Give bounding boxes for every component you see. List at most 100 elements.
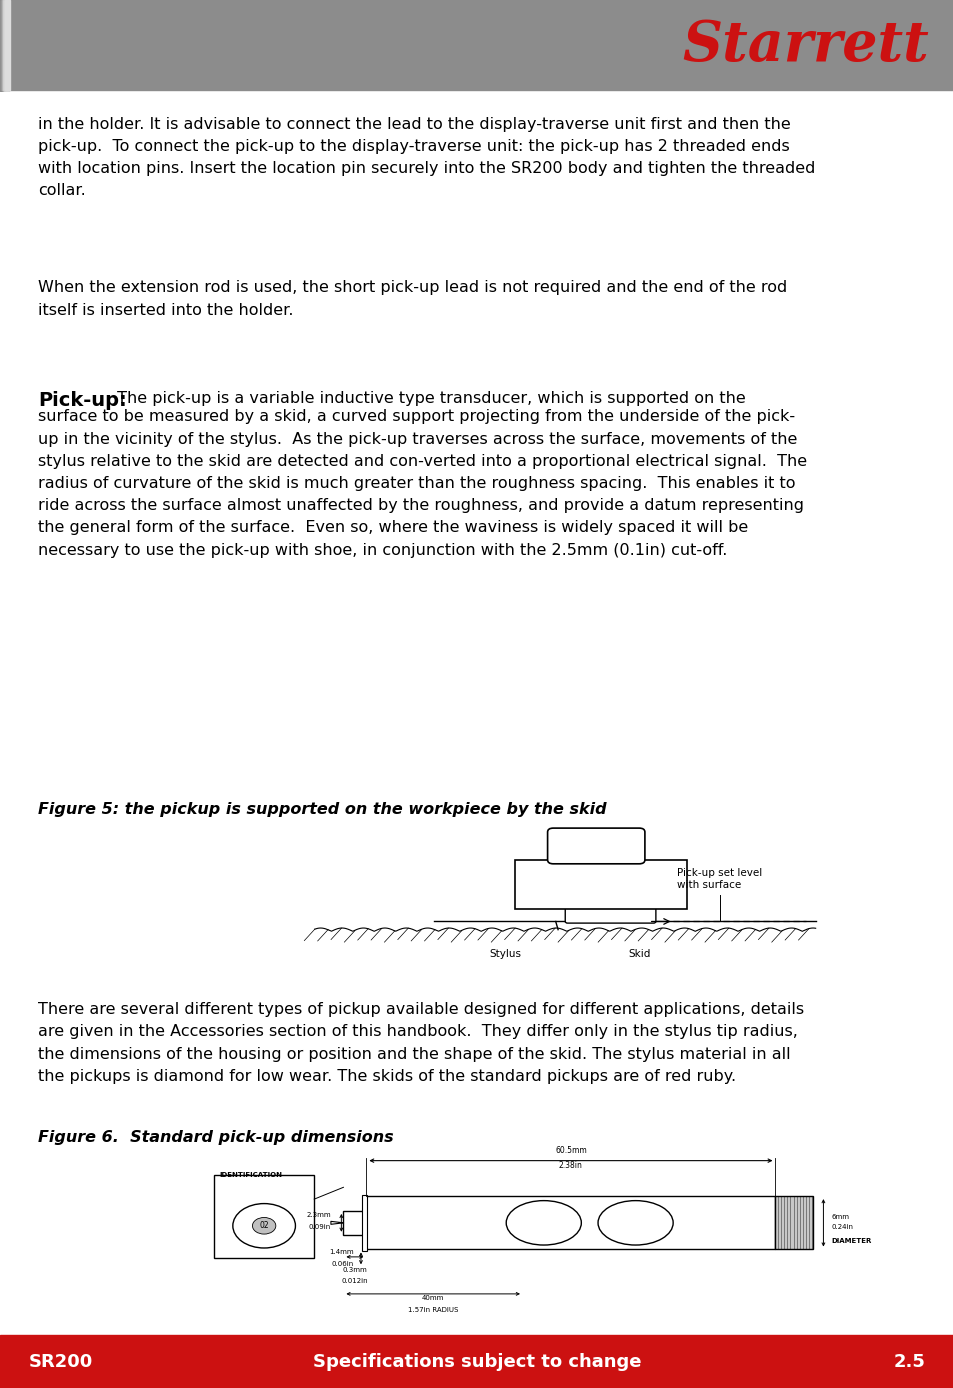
Bar (1, 0, 6, 90)
Bar (4, 0, 9, 90)
Bar (2, 0, 7, 90)
Bar (3, 0, 8, 90)
Bar (3, 0, 8, 90)
Bar (5, 0, 10, 90)
Bar (5, 0, 10, 90)
Bar (4, 0, 9, 90)
Bar (2, 0, 7, 90)
Bar (3, 0, 8, 90)
Bar (1, 0, 6, 90)
Text: 6mm: 6mm (831, 1214, 849, 1220)
Text: 1.57in RADIUS: 1.57in RADIUS (408, 1307, 457, 1313)
Bar (2, 0, 7, 90)
Bar (3, 0, 8, 90)
Bar (1, 0, 6, 90)
Bar (2, 0, 7, 90)
Bar (5, 0, 10, 90)
Bar (1, 0, 6, 90)
Bar (1, 0, 6, 90)
Bar (1, 0, 6, 90)
Bar (1, 0, 6, 90)
Bar (0, 0, 5, 90)
Text: 2.3mm: 2.3mm (306, 1212, 331, 1219)
Bar (3, 0, 8, 90)
Bar (1, 0, 6, 90)
Bar (1, 0, 6, 90)
Text: IDENTIFICATION: IDENTIFICATION (219, 1173, 282, 1178)
Bar (2, 0, 7, 90)
Bar (2, 0, 7, 90)
Bar (4, 0, 9, 90)
Text: 0.24in: 0.24in (831, 1224, 853, 1230)
Bar (3, 0, 8, 90)
Bar (1, 0, 6, 90)
Bar (4, 0, 9, 90)
Bar (4, 0, 9, 90)
Text: Pick-up:: Pick-up: (38, 391, 127, 411)
Bar (213, 1176, 314, 1259)
Bar (4, 0, 9, 90)
Bar (2, 0, 7, 90)
Bar (775, 1196, 812, 1249)
Bar (4, 0, 9, 90)
Bar (2, 0, 7, 90)
Text: SR200: SR200 (29, 1353, 92, 1370)
Bar (4, 0, 9, 90)
Bar (5, 0, 10, 90)
Bar (0, 0, 5, 90)
Bar (1, 0, 6, 90)
Text: Starrett: Starrett (682, 18, 928, 72)
Bar (2, 0, 7, 90)
Bar (0, 0, 5, 90)
Bar (5, 0, 10, 90)
Bar (3, 0, 8, 90)
Bar (5, 0, 10, 90)
Bar (5, 0, 10, 90)
Bar (4, 0, 9, 90)
Bar (2, 0, 7, 90)
Bar (4, 0, 9, 90)
Bar (3, 0, 8, 90)
Bar (4, 0, 9, 90)
Bar (0, 0, 5, 90)
Bar (1, 0, 6, 90)
Bar (3, 0, 8, 90)
Bar (1, 0, 6, 90)
Bar (4, 0, 9, 90)
Bar (2, 0, 7, 90)
Bar (0, 0, 5, 90)
Bar (4, 0, 9, 90)
Bar (0, 0, 5, 90)
Bar (4, 0, 9, 90)
Bar (5, 0, 10, 90)
Bar (1, 0, 6, 90)
Bar (0, 0, 5, 90)
Bar (2, 0, 7, 90)
Text: 0.3mm: 0.3mm (342, 1267, 367, 1273)
Bar (0, 1335, 953, 1388)
Bar (4, 0, 9, 90)
Bar (1, 0, 6, 90)
Bar (2, 0, 7, 90)
Bar (3, 0, 8, 90)
Text: 40mm: 40mm (421, 1295, 444, 1302)
Text: 0.012in: 0.012in (341, 1277, 368, 1284)
Bar (0, 0, 5, 90)
Text: Stylus: Stylus (489, 949, 521, 959)
Bar (4, 0, 9, 90)
Bar (2, 0, 7, 90)
Bar (4, 0, 9, 90)
Bar (3, 0, 8, 90)
Bar (2, 0, 7, 90)
Bar (1, 0, 6, 90)
Bar (3, 0, 8, 90)
Bar (4, 0, 9, 90)
Ellipse shape (598, 1201, 673, 1245)
Bar (5, 0, 10, 90)
Bar (0, 0, 5, 90)
Text: Specifications subject to change: Specifications subject to change (313, 1353, 640, 1370)
Bar (2, 0, 7, 90)
Bar (3, 0, 8, 90)
Bar (2, 0, 7, 90)
Bar (2, 0, 7, 90)
